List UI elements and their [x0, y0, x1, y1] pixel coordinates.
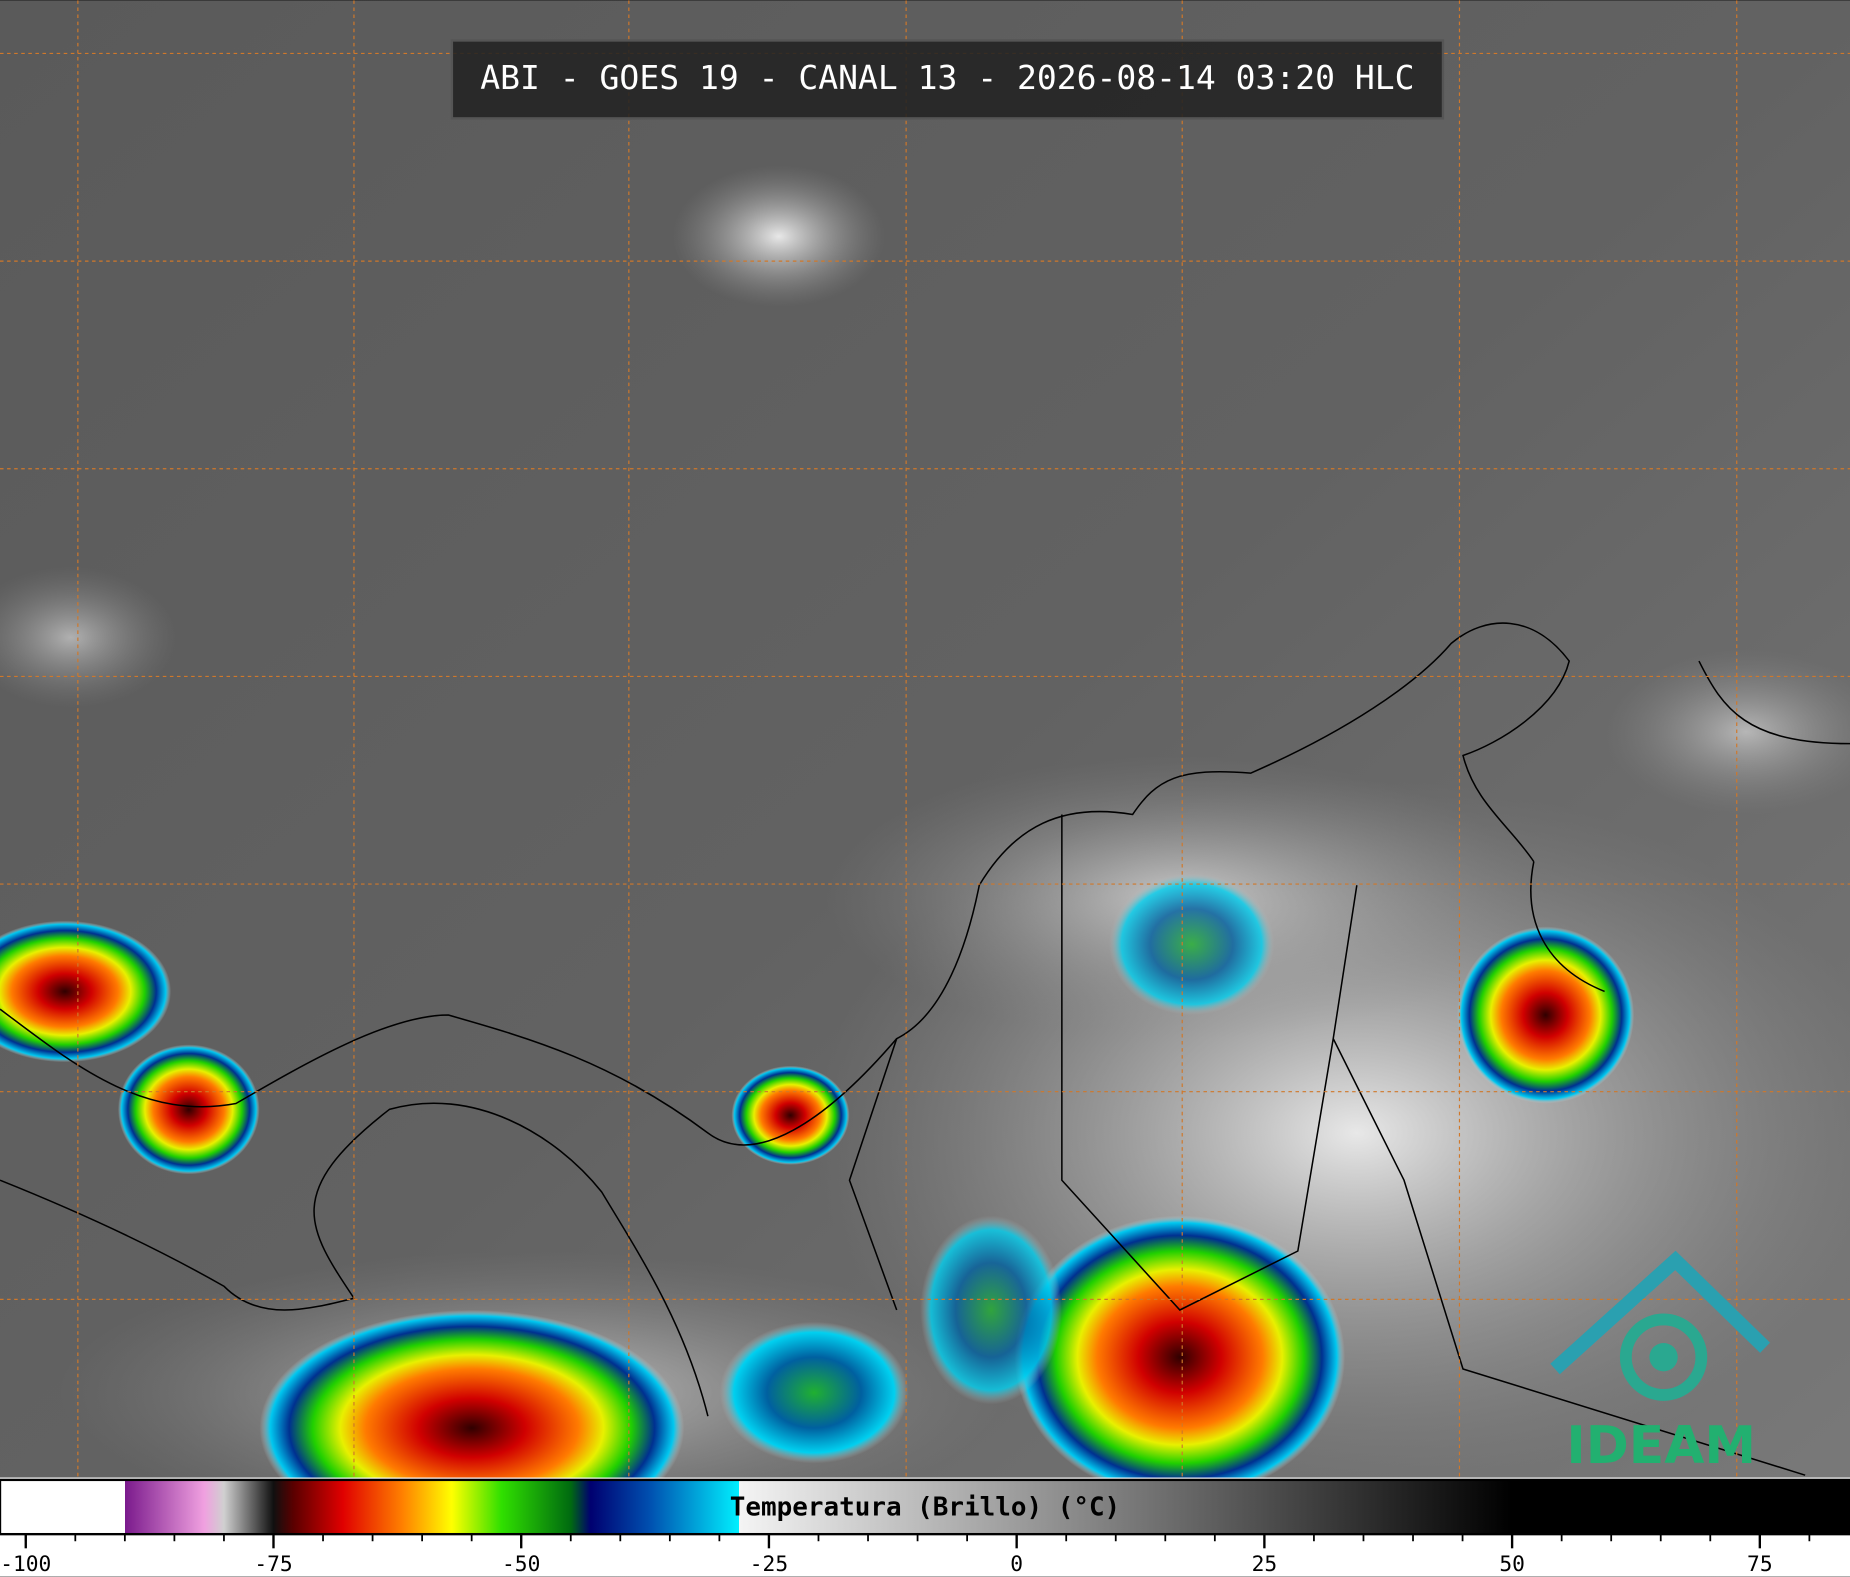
- title-box: [450, 39, 1445, 120]
- colorbar-axis: -100 -75 -50 -25 0 25 50 75: [0, 1534, 1811, 1577]
- coastlines: [0, 622, 1850, 1476]
- tick-label: 0: [1010, 1552, 1023, 1577]
- tick-label: -100: [0, 1552, 51, 1577]
- logo: IDEAM: [1550, 1250, 1770, 1476]
- tick-label: 25: [1252, 1552, 1278, 1577]
- tick-label: -50: [502, 1552, 540, 1577]
- colorbar-label: Temperatura (Brillo) (°C): [730, 1493, 1120, 1523]
- graticule: [0, 0, 1850, 1478]
- tick-label: 50: [1499, 1552, 1525, 1577]
- tick-label: 75: [1747, 1552, 1773, 1577]
- logo-text: IDEAM: [1566, 1416, 1756, 1476]
- tick-label: -75: [254, 1552, 292, 1577]
- title: ABI - GOES 19 - CANAL 13 - 2026-08-14 03…: [480, 58, 1414, 97]
- tick-label: -25: [750, 1552, 788, 1577]
- colorbar: [0, 1478, 1850, 1536]
